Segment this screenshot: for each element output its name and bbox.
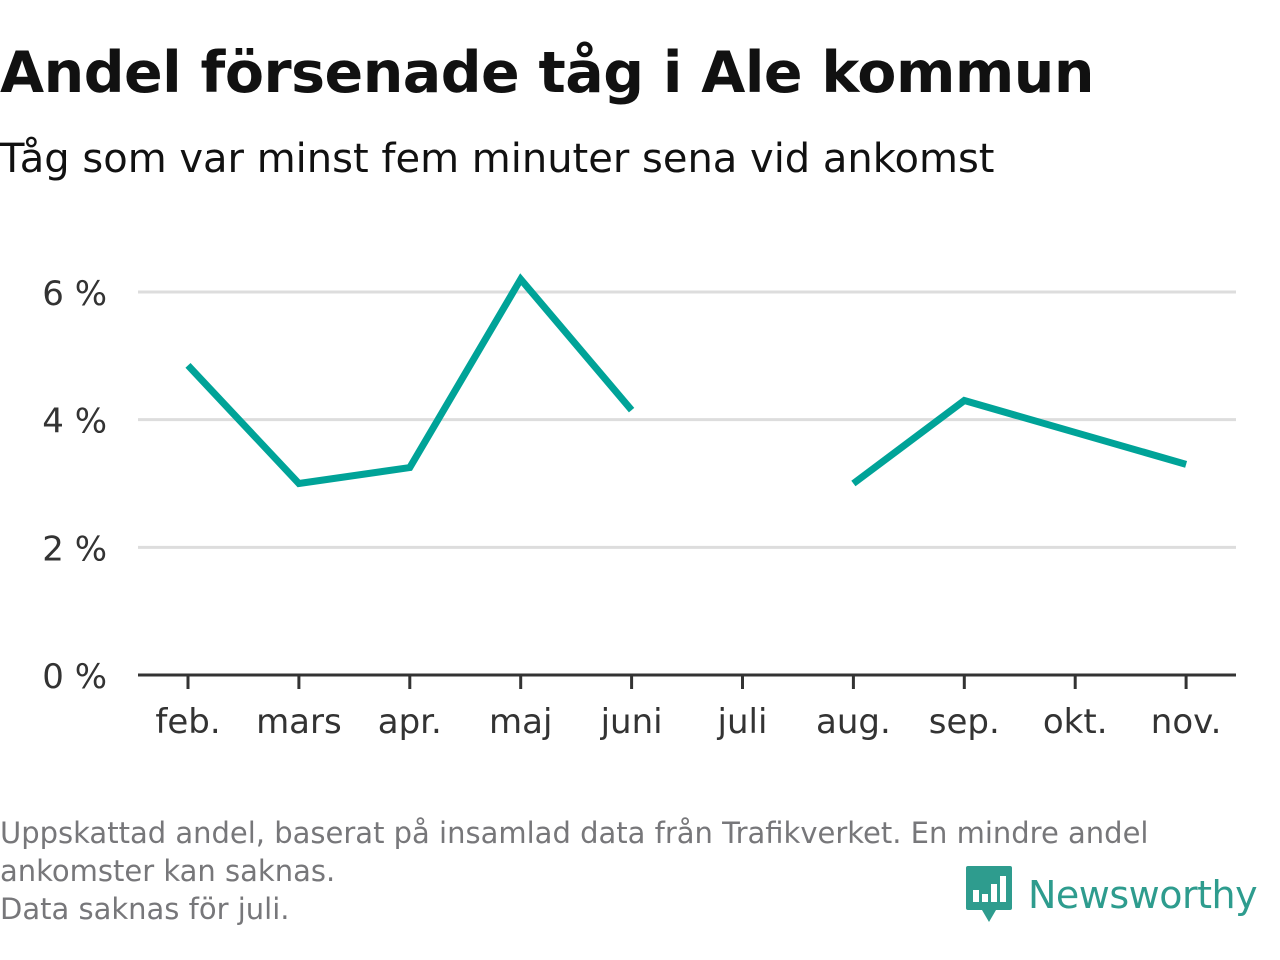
x-tick-label: feb. <box>155 702 220 742</box>
series-lines <box>185 273 1188 488</box>
y-tick-label: 0 % <box>42 657 107 697</box>
x-tick-label: okt. <box>1043 702 1108 742</box>
x-tick-label: maj <box>489 702 552 742</box>
x-tick-label: nov. <box>1151 702 1222 742</box>
footnote-line-3: Data saknas för juli. <box>0 892 290 926</box>
chart-subtitle: Tåg som var minst fem minuter sena vid a… <box>0 136 995 182</box>
y-tick-labels: 0 % 2 % 4 % 6 % <box>42 274 107 697</box>
footnote-line-1: Uppskattad andel, baserat på insamlad da… <box>0 816 1149 850</box>
footnote-line-2: ankomster kan saknas. <box>0 854 336 888</box>
series-line-segment <box>851 396 1188 487</box>
x-tick-label: mars <box>256 702 342 742</box>
x-tick-label: aug. <box>816 702 891 742</box>
bar-chart-speech-bubble-icon <box>966 866 1012 922</box>
line-chart: 0 % 2 % 4 % 6 % feb. mars apr. maj juni juli aug.… <box>42 273 1236 742</box>
x-tick-label: sep. <box>929 702 1000 742</box>
x-tick-label: juni <box>600 702 663 742</box>
footnote: Uppskattad andel, baserat på insamlad da… <box>0 814 1270 928</box>
y-tick-label: 4 % <box>42 402 107 442</box>
chart-title: Andel försenade tåg i Ale kommun <box>0 40 1094 106</box>
y-tick-label: 2 % <box>42 529 107 569</box>
x-tick-label: juli <box>717 702 768 742</box>
x-tick-labels: feb. mars apr. maj juni juli aug. sep. okt. nov. <box>155 675 1221 742</box>
grid-lines <box>138 290 1236 549</box>
newsworthy-logo: Newsworthy <box>964 864 1258 926</box>
series-line-segment <box>185 273 635 488</box>
logo-text: Newsworthy <box>1028 873 1258 917</box>
y-tick-label: 6 % <box>42 274 107 314</box>
x-tick-label: apr. <box>378 702 442 742</box>
